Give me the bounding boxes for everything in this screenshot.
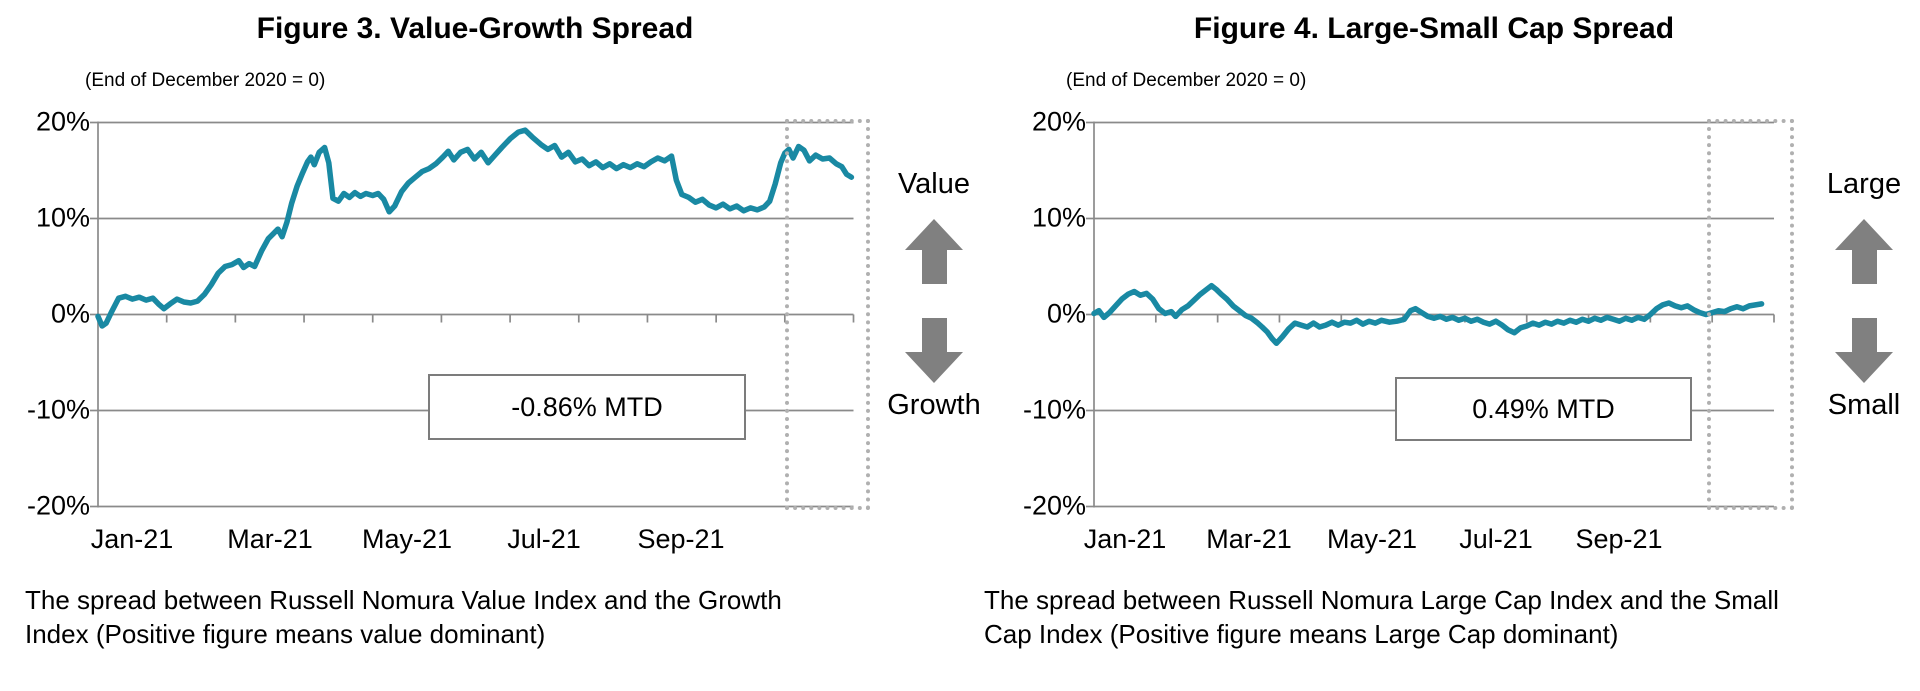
down-arrow-icon	[1835, 318, 1893, 383]
figure3-current-month-highlight-box	[785, 119, 870, 510]
figure4-xtick-mar21: Mar-21	[1206, 524, 1292, 554]
series-value-growth	[95, 127, 855, 329]
figure3-mtd-value: -0.86% MTD	[511, 391, 663, 422]
figure3-ytick-20: 20%	[35, 106, 90, 137]
figure3-xtick-may21: May-21	[361, 524, 453, 554]
figure3-caption: The spread between Russell Nomura Value …	[25, 583, 825, 651]
figure3-ytick-0: 0%	[50, 298, 90, 329]
figure4-xtick-may21: May-21	[1326, 524, 1418, 554]
figure4-xtick-jul21: Jul-21	[1459, 524, 1533, 554]
figure3-caption-line2: Index (Positive figure means value domin…	[25, 619, 546, 649]
figure4-small-label: Small	[1827, 389, 1901, 421]
down-arrow-icon	[905, 318, 963, 383]
up-arrow-icon	[1835, 219, 1893, 284]
figure4-ytick-10: 10%	[1031, 202, 1086, 233]
figure3-ytick-n10: -10%	[26, 394, 90, 425]
figure4-large-label: Large	[1826, 168, 1902, 200]
figure3-mtd-annotation: -0.86% MTD	[428, 374, 746, 440]
up-arrow-icon	[905, 219, 963, 284]
figure4-subtitle: (End of December 2020 = 0)	[1066, 70, 1307, 91]
figure4-caption-line1: The spread between Russell Nomura Large …	[984, 585, 1779, 615]
figure3-caption-line1: The spread between Russell Nomura Value …	[25, 585, 782, 615]
figure3-ytick-10: 10%	[35, 202, 90, 233]
figure3-xtick-jul21: Jul-21	[507, 524, 581, 554]
figure4-ytick-n20: -20%	[1022, 490, 1086, 521]
figure4-ytick-0: 0%	[1046, 298, 1086, 329]
figure4-mtd-value: 0.49% MTD	[1472, 393, 1615, 424]
figure3-xtick-sep21: Sep-21	[637, 524, 725, 554]
figure4-mtd-annotation: 0.49% MTD	[1395, 377, 1692, 441]
figure4-ytick-20: 20%	[1031, 106, 1086, 137]
figure4-ytick-n10: -10%	[1022, 394, 1086, 425]
figure3-side-legend: Value Growth	[876, 168, 992, 422]
figure3-xtick-mar21: Mar-21	[227, 524, 313, 554]
figure4-xtick-jan21: Jan-21	[1083, 524, 1167, 554]
figure3-growth-label: Growth	[887, 389, 981, 421]
figure4-caption: The spread between Russell Nomura Large …	[984, 583, 1844, 651]
figure4-xtick-sep21: Sep-21	[1575, 524, 1663, 554]
figure4-title: Figure 4. Large-Small Cap Spread	[1193, 12, 1675, 45]
figure3-ytick-n20: -20%	[26, 490, 90, 521]
figure3-title: Figure 3. Value-Growth Spread	[256, 12, 694, 45]
figure3-xtick-jan21: Jan-21	[90, 524, 174, 554]
figure3-value-label: Value	[897, 168, 971, 200]
figure4-side-legend: Large Small	[1806, 168, 1920, 422]
figure4-caption-line2: Cap Index (Positive figure means Large C…	[984, 619, 1619, 649]
series-large-small	[1091, 282, 1765, 347]
figure3-subtitle: (End of December 2020 = 0)	[85, 70, 326, 91]
figure4-current-month-highlight-box	[1707, 119, 1794, 510]
